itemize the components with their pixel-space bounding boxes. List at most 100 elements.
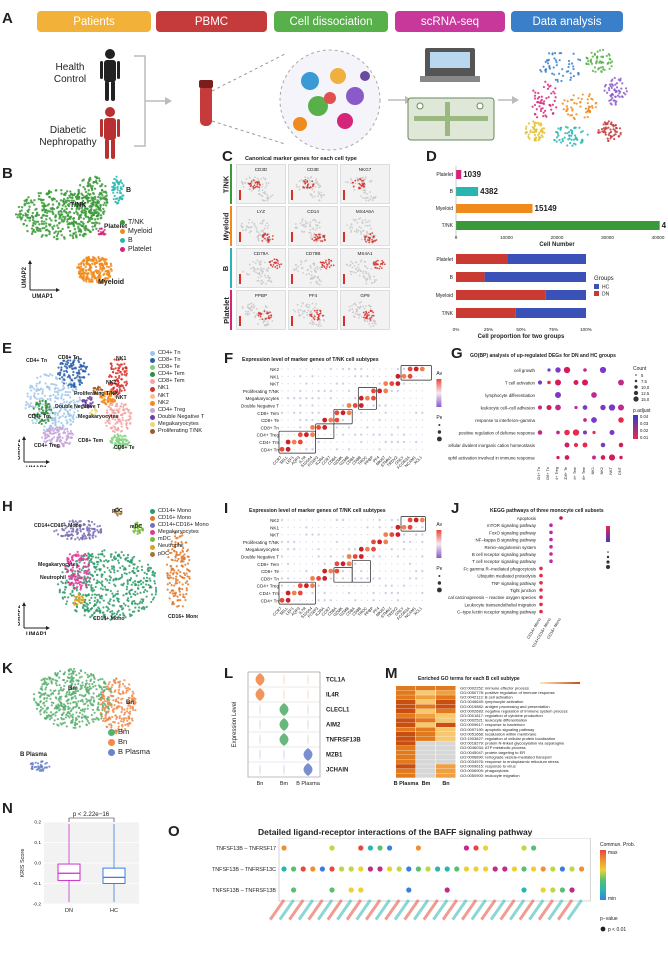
umap-thumbnail-point <box>603 89 606 92</box>
cell-point <box>111 371 115 374</box>
cell-point <box>292 309 295 311</box>
cell-point <box>102 196 105 199</box>
umap-thumbnail-point <box>579 105 582 108</box>
legend-dot <box>150 358 155 364</box>
cell-point <box>56 405 60 408</box>
dotplot-dot <box>366 404 368 407</box>
cell-point <box>177 604 180 608</box>
cell-point <box>262 321 265 324</box>
highlight-box <box>333 408 353 425</box>
cell-point <box>304 226 307 228</box>
cell-point <box>317 325 320 327</box>
cell-point <box>93 570 97 573</box>
cell-point <box>61 227 64 231</box>
cell-point <box>172 571 175 575</box>
cell-point <box>167 549 170 552</box>
legend-tick: 0.03 <box>640 421 649 426</box>
cell-point <box>75 589 79 592</box>
cell-point <box>71 527 75 530</box>
dotplot-dot <box>395 381 401 386</box>
cell-point <box>76 266 79 269</box>
cell-point <box>57 210 60 214</box>
cell-point <box>90 262 94 266</box>
cell-point <box>80 554 83 557</box>
cell-point <box>319 261 322 264</box>
cell-point <box>38 409 41 413</box>
cell-point <box>133 580 137 583</box>
cell-point <box>32 224 35 227</box>
cell-point <box>64 393 67 397</box>
umap-thumbnail-point <box>561 139 565 143</box>
umap-thumbnail-point <box>591 106 594 109</box>
umap-thumbnail-point <box>600 70 603 73</box>
cell-point <box>66 375 69 379</box>
cell-point <box>113 568 116 572</box>
cell-point <box>173 535 177 538</box>
cell-point <box>360 227 363 229</box>
cell-point <box>80 595 83 598</box>
microfluidic-chip-icon <box>407 97 495 141</box>
cell-point <box>320 194 323 197</box>
dotplot-gene-label: IL2RA <box>314 455 326 467</box>
cell-point <box>87 563 90 566</box>
cell-point <box>107 559 110 563</box>
umap-thumbnail-point <box>610 65 613 68</box>
cell-point <box>268 314 270 317</box>
dotplot-dot <box>401 373 407 379</box>
cluster-label: NK1 <box>116 356 126 362</box>
dotplot-dot <box>335 448 339 451</box>
cell-point <box>118 389 121 393</box>
cell-point <box>50 408 53 412</box>
cell-point <box>374 323 377 325</box>
cell-point <box>116 197 119 200</box>
feature-gene-label: CD3E <box>306 167 320 172</box>
cell-point <box>99 528 102 532</box>
legend-tick: 12.5 <box>641 391 650 396</box>
cell-point <box>85 586 89 589</box>
cell-point <box>88 524 92 527</box>
cell-point <box>111 185 114 188</box>
cell-point <box>38 223 41 226</box>
cell-point <box>171 548 174 551</box>
cell-point <box>311 188 314 191</box>
cell-point <box>72 232 76 235</box>
cell-point <box>365 240 367 243</box>
cell-point <box>83 601 87 604</box>
umap-thumbnail-point <box>609 102 612 105</box>
cell-point <box>92 528 95 531</box>
cell-point <box>169 576 173 579</box>
cell-point <box>350 273 353 276</box>
umap-thumbnail-point <box>541 127 544 130</box>
cell-point <box>65 531 69 534</box>
dotplot-dot <box>336 434 338 436</box>
cell-point <box>242 306 245 309</box>
panel-c-row-label: Myeloid <box>222 206 232 246</box>
dotplot-dot <box>310 432 315 438</box>
cell-point <box>141 586 144 589</box>
cell-point <box>357 179 359 181</box>
umap-thumbnail-point <box>569 128 573 132</box>
cell-point <box>53 390 57 393</box>
cell-point <box>114 367 117 370</box>
cell-point <box>246 273 249 276</box>
legend-item: NK2 <box>150 400 204 407</box>
cell-point <box>250 306 253 309</box>
cell-point <box>305 305 307 308</box>
cell-point <box>60 427 63 430</box>
cell-point <box>103 210 106 213</box>
cell-point <box>82 603 85 606</box>
cell-point <box>356 228 358 231</box>
cell-point <box>120 378 124 381</box>
cell-point <box>349 308 352 311</box>
umap-thumbnail-point <box>569 72 572 75</box>
cell-point <box>29 395 32 399</box>
cell-point <box>353 230 356 233</box>
cell-point <box>120 413 123 416</box>
cell-point <box>62 384 65 388</box>
cell-point <box>317 314 320 317</box>
cell-point <box>271 238 274 241</box>
cell-point <box>89 184 92 188</box>
cell-point <box>97 553 100 556</box>
cell-point <box>62 382 66 385</box>
